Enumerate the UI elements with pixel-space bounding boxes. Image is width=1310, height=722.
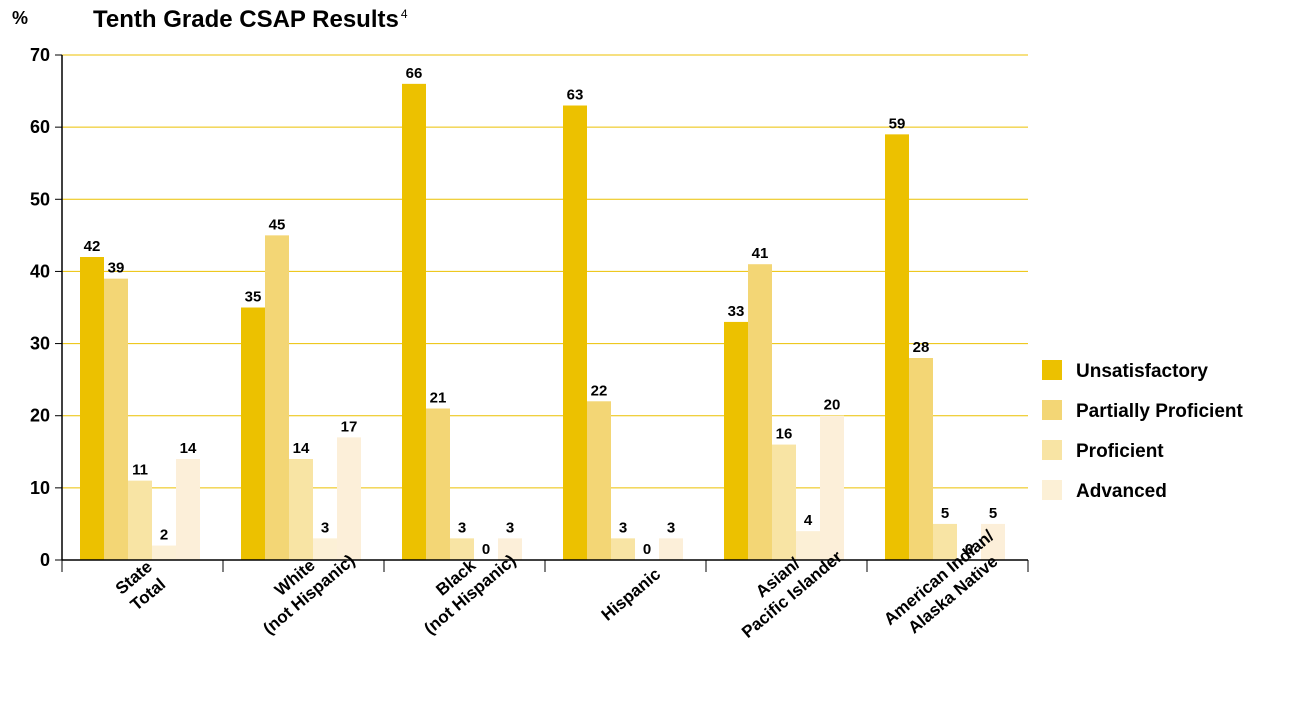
bar [772, 444, 796, 560]
bar [176, 459, 200, 560]
x-axis-label: Hispanic [598, 564, 664, 624]
bar [909, 358, 933, 560]
data-labels: 4239112143545143176621303632230333411642… [84, 65, 998, 558]
bar [152, 545, 176, 560]
y-tick-label: 0 [40, 550, 50, 570]
bar [289, 459, 313, 560]
data-label: 35 [245, 289, 262, 306]
bar [724, 321, 748, 560]
y-tick-label: 60 [30, 117, 50, 137]
bar [611, 538, 635, 560]
data-label: 14 [293, 440, 310, 457]
bar [337, 437, 361, 560]
data-label: 59 [889, 115, 906, 132]
data-label: 0 [965, 541, 973, 558]
bars [80, 83, 1005, 560]
legend-swatch [1042, 400, 1062, 420]
bar [587, 401, 611, 560]
data-label: 39 [108, 260, 125, 277]
legend-label: Unsatisfactory [1076, 361, 1208, 382]
bar [659, 538, 683, 560]
data-label: 33 [728, 303, 745, 320]
legend-label: Proficient [1076, 441, 1164, 462]
data-label: 45 [269, 216, 286, 233]
legend-label: Advanced [1076, 481, 1167, 502]
gridlines [62, 54, 1028, 489]
chart-title-superscript: 4 [401, 7, 408, 21]
data-label: 20 [824, 397, 841, 414]
bar [426, 408, 450, 560]
data-label: 5 [989, 505, 997, 522]
legend-swatch [1042, 360, 1062, 380]
bar [748, 264, 772, 560]
bar [796, 531, 820, 560]
data-label: 28 [913, 339, 930, 356]
y-tick-label: 70 [30, 45, 50, 65]
bar [80, 257, 104, 560]
data-label: 66 [406, 65, 423, 82]
bar [265, 235, 289, 560]
data-label: 2 [160, 527, 168, 544]
axes [61, 55, 1029, 572]
bar [563, 105, 587, 560]
bar [933, 523, 957, 560]
data-label: 3 [321, 519, 329, 536]
y-axis-unit: % [12, 8, 28, 28]
chart-title-text: Tenth Grade CSAP Results [93, 6, 399, 33]
data-label: 14 [180, 440, 197, 457]
data-label: 63 [567, 87, 584, 104]
data-label: 3 [506, 519, 514, 536]
bar [402, 83, 426, 560]
bar [128, 480, 152, 560]
data-label: 42 [84, 238, 101, 255]
legend-swatch [1042, 440, 1062, 460]
data-label: 21 [430, 390, 447, 407]
data-label: 11 [132, 462, 148, 479]
data-label: 22 [591, 382, 608, 399]
bar [981, 523, 1005, 560]
data-label: 5 [941, 505, 949, 522]
data-label: 3 [458, 519, 466, 536]
y-tick-label: 20 [30, 406, 50, 426]
y-axis-ticks: 0 10 20 30 40 50 60 70 [30, 45, 62, 570]
data-label: 41 [752, 245, 769, 262]
chart-title: Tenth Grade CSAP Results 4 [93, 6, 408, 33]
data-label: 3 [667, 519, 675, 536]
data-label: 16 [776, 426, 793, 443]
y-tick-label: 50 [30, 189, 50, 209]
x-axis-label-line: Hispanic [598, 564, 664, 624]
bar [498, 538, 522, 560]
bar [820, 415, 844, 560]
data-label: 0 [643, 541, 651, 558]
y-tick-label: 30 [30, 334, 50, 354]
bar [241, 307, 265, 560]
legend-label: Partially Proficient [1076, 401, 1244, 422]
legend-swatch [1042, 480, 1062, 500]
bar [104, 278, 128, 560]
y-tick-label: 40 [30, 261, 50, 281]
bar [450, 538, 474, 560]
y-tick-label: 10 [30, 478, 50, 498]
bar [313, 538, 337, 560]
data-label: 4 [804, 512, 813, 529]
data-label: 0 [482, 541, 490, 558]
bar [885, 134, 909, 560]
data-label: 3 [619, 519, 627, 536]
legend: Unsatisfactory Partially Proficient Profic… [1042, 360, 1244, 502]
data-label: 17 [341, 418, 358, 435]
